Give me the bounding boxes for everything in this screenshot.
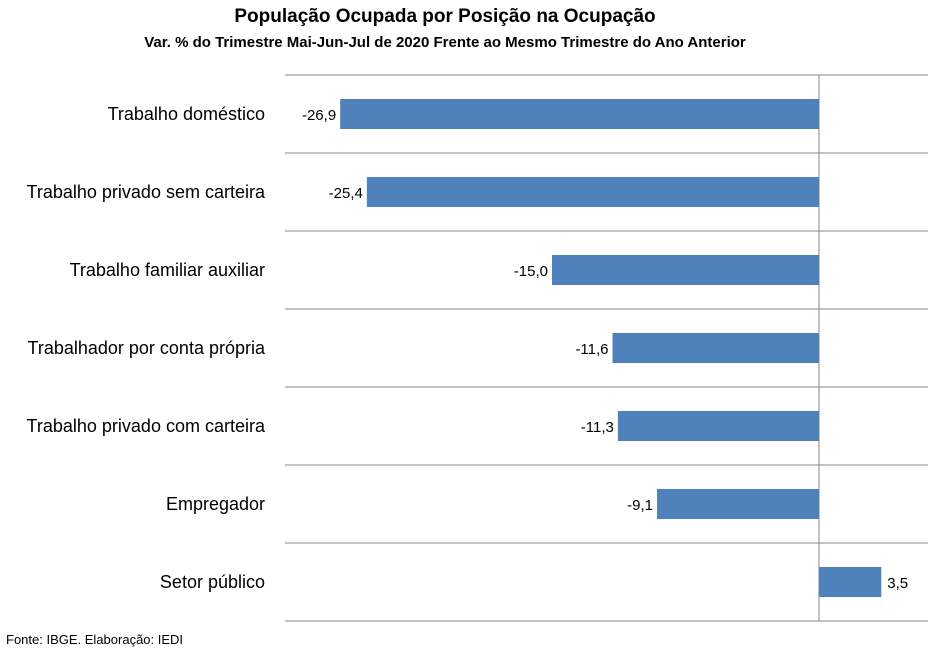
category-label: Setor público bbox=[160, 572, 265, 592]
bar bbox=[340, 99, 819, 129]
data-label: 3,5 bbox=[887, 575, 908, 592]
bar bbox=[366, 177, 819, 207]
data-label: -26,9 bbox=[302, 107, 336, 124]
data-label: -9,1 bbox=[627, 497, 653, 514]
bar bbox=[617, 411, 819, 441]
data-label: -11,6 bbox=[575, 341, 608, 358]
category-label: Trabalho doméstico bbox=[108, 104, 265, 124]
category-label: Trabalho familiar auxiliar bbox=[70, 260, 265, 280]
bar bbox=[612, 333, 819, 363]
category-label: Empregador bbox=[166, 494, 265, 514]
data-label: -15,0 bbox=[514, 263, 548, 280]
data-label: -11,3 bbox=[581, 419, 614, 436]
chart-subtitle: Var. % do Trimestre Mai-Jun-Jul de 2020 … bbox=[144, 34, 746, 51]
chart-title: População Ocupada por Posição na Ocupaçã… bbox=[234, 6, 656, 27]
bar bbox=[819, 567, 882, 597]
bar bbox=[657, 489, 819, 519]
category-label: Trabalhador por conta própria bbox=[28, 338, 266, 358]
bar bbox=[552, 255, 819, 285]
category-label: Trabalho privado com carteira bbox=[27, 416, 266, 436]
data-label: -25,4 bbox=[329, 185, 363, 202]
source-note: Fonte: IBGE. Elaboração: IEDI bbox=[6, 632, 184, 647]
category-label: Trabalho privado sem carteira bbox=[27, 182, 266, 202]
